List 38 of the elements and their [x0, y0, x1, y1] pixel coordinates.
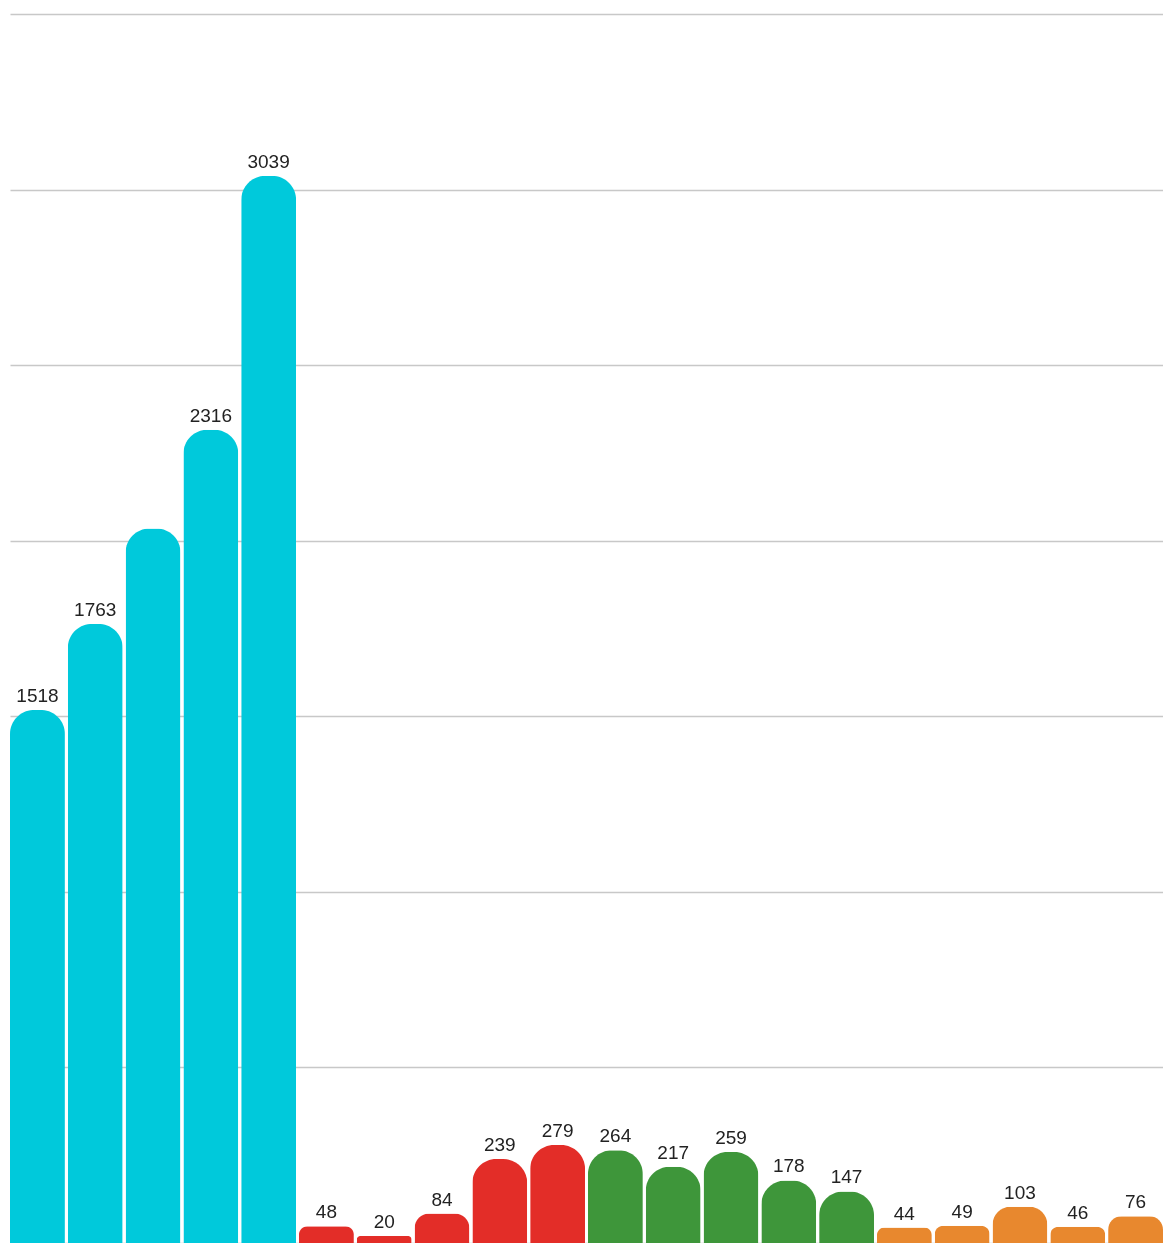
bar — [1108, 1216, 1163, 1243]
data-label: 44 — [893, 1202, 916, 1224]
bar — [414, 1213, 470, 1243]
data-label: 49 — [951, 1200, 973, 1222]
bar — [761, 1180, 817, 1243]
bar — [125, 528, 181, 1243]
data-label: 20 — [373, 1210, 395, 1232]
data-label: 147 — [830, 1166, 863, 1188]
bar — [876, 1227, 932, 1243]
bar — [587, 1150, 643, 1243]
data-label: 259 — [715, 1127, 747, 1149]
data-label: 279 — [541, 1120, 574, 1142]
bar — [241, 175, 297, 1243]
bar — [1050, 1226, 1106, 1243]
data-label: 48 — [315, 1201, 337, 1223]
data-label: 239 — [483, 1134, 516, 1156]
data-label: 178 — [772, 1155, 805, 1177]
bar — [356, 1235, 412, 1243]
data-label: 103 — [1004, 1181, 1036, 1203]
data-label: 1518 — [16, 684, 59, 706]
data-label: 217 — [657, 1141, 690, 1163]
data-label: 76 — [1124, 1191, 1147, 1213]
bar — [703, 1152, 759, 1243]
bar — [530, 1145, 586, 1243]
data-label: 264 — [599, 1125, 632, 1147]
bar — [10, 709, 65, 1243]
data-label: 3039 — [247, 150, 290, 172]
bar — [645, 1166, 701, 1243]
data-label: 2316 — [189, 404, 232, 426]
data-label: 84 — [431, 1188, 454, 1210]
bar — [67, 623, 123, 1243]
data-label: 46 — [1067, 1201, 1089, 1223]
bar — [183, 429, 239, 1243]
bar — [934, 1225, 990, 1243]
data-label: 1763 — [74, 598, 117, 620]
bar — [992, 1206, 1048, 1243]
bar — [298, 1226, 354, 1243]
bar — [472, 1159, 528, 1243]
